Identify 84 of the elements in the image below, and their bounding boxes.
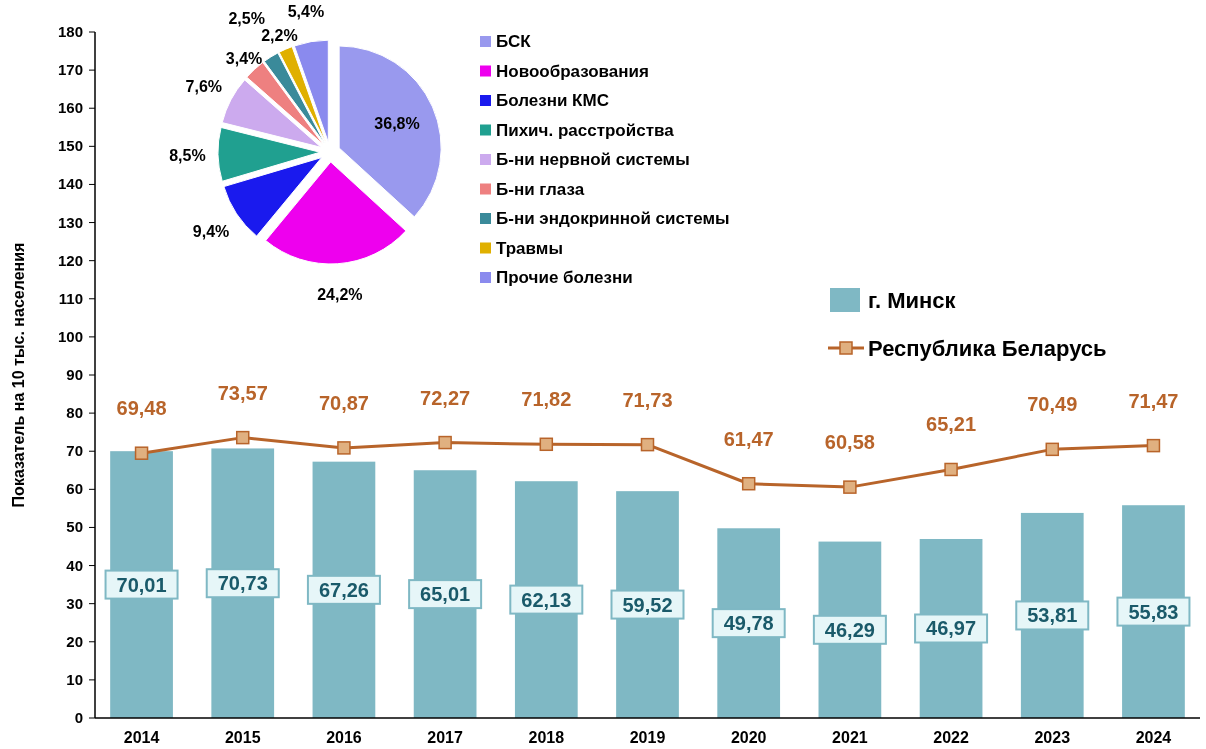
data-label: 55,83 bbox=[1128, 600, 1179, 623]
point bbox=[539, 437, 554, 452]
legend-label: Болезни КМС bbox=[496, 91, 609, 110]
data-label: 5,4% bbox=[287, 3, 325, 21]
data-label: 61,47 bbox=[723, 427, 774, 450]
y-axis-title: Показатель на 10 тыс. населения bbox=[10, 242, 27, 508]
y-tick-label: 0 bbox=[74, 709, 83, 726]
data-label: 7,6% bbox=[185, 77, 222, 95]
data-label: 2,2% bbox=[261, 27, 298, 45]
x-tick-label: 2016 bbox=[326, 729, 362, 746]
y-tick-label: 130 bbox=[57, 213, 83, 231]
y-tick-label: 40 bbox=[66, 556, 83, 574]
data-label: 70,87 bbox=[318, 391, 369, 414]
data-label: 49,78 bbox=[723, 612, 774, 635]
legend-label: Б-ни эндокринной системы bbox=[496, 209, 730, 228]
data-label: 72,27 bbox=[420, 386, 471, 409]
point bbox=[438, 435, 452, 450]
y-tick-label: 60 bbox=[66, 480, 83, 498]
point bbox=[134, 446, 149, 460]
data-label: 60,58 bbox=[824, 431, 875, 454]
y-tick-label: 120 bbox=[57, 251, 83, 269]
y-tick-label: 100 bbox=[57, 327, 83, 345]
x-tick-label: 2021 bbox=[832, 729, 868, 746]
data-label: 67,26 bbox=[318, 578, 369, 601]
data-label: 69,48 bbox=[116, 397, 167, 420]
point bbox=[640, 437, 655, 452]
legend-label: БСК bbox=[496, 32, 532, 51]
x-tick-label: 2023 bbox=[1034, 729, 1071, 746]
data-label: 73,57 bbox=[217, 381, 268, 404]
data-label: 71,73 bbox=[622, 388, 673, 411]
data-label: 53,81 bbox=[1027, 604, 1078, 627]
point bbox=[235, 430, 250, 445]
y-tick-label: 70 bbox=[66, 442, 83, 460]
point bbox=[1146, 438, 1161, 453]
y-tick-label: 160 bbox=[57, 99, 83, 117]
data-label: 65,21 bbox=[926, 413, 977, 436]
legend-label: г. Минск bbox=[868, 288, 957, 313]
data-label: 59,52 bbox=[622, 593, 673, 616]
x-tick-label: 2017 bbox=[427, 729, 464, 746]
data-label: 70,49 bbox=[1027, 393, 1078, 416]
point bbox=[843, 480, 857, 494]
data-label: 46,97 bbox=[926, 617, 977, 640]
legend-label: Травмы bbox=[496, 238, 563, 258]
legend-label: Республика Беларусь bbox=[868, 336, 1107, 361]
data-label: 8,5% bbox=[169, 147, 206, 165]
x-tick-label: 2024 bbox=[1135, 729, 1172, 746]
y-tick-label: 180 bbox=[57, 23, 83, 40]
legend-label: Б-ни нервной системы bbox=[496, 150, 690, 169]
y-tick-label: 10 bbox=[66, 670, 83, 688]
y-tick-label: 170 bbox=[57, 61, 83, 79]
x-tick-label: 2022 bbox=[933, 729, 969, 746]
data-label: 70,73 bbox=[217, 572, 268, 595]
data-label: 70,01 bbox=[116, 573, 167, 596]
point bbox=[944, 462, 958, 477]
x-tick-label: 2014 bbox=[123, 729, 160, 746]
point bbox=[337, 441, 351, 455]
legend-label: Пихич. расстройства bbox=[496, 120, 675, 140]
legend-label: Б-ни глаза bbox=[496, 179, 585, 199]
y-tick-label: 20 bbox=[66, 632, 83, 650]
data-label: 24,2% bbox=[317, 286, 363, 304]
y-tick-label: 110 bbox=[58, 289, 83, 307]
y-tick-label: 150 bbox=[57, 137, 83, 155]
data-label: 3,4% bbox=[225, 50, 263, 68]
y-tick-label: 80 bbox=[66, 404, 83, 422]
y-tick-label: 90 bbox=[66, 366, 83, 383]
x-tick-label: 2019 bbox=[629, 729, 666, 746]
legend-label: Прочие болезни bbox=[496, 268, 633, 287]
point bbox=[1045, 442, 1060, 457]
data-label: 46,29 bbox=[824, 618, 875, 641]
data-label: 65,01 bbox=[420, 583, 471, 606]
x-tick-label: 2015 bbox=[224, 729, 261, 746]
data-label: 36,8% bbox=[374, 114, 420, 132]
x-tick-label: 2018 bbox=[528, 729, 565, 746]
data-label: 9,4% bbox=[192, 222, 230, 240]
legend-label: Новообразования bbox=[496, 61, 649, 81]
data-label: 71,47 bbox=[1128, 389, 1179, 412]
y-tick-label: 30 bbox=[66, 594, 83, 612]
data-label: 2,5% bbox=[228, 9, 265, 27]
data-label: 62,13 bbox=[521, 588, 572, 611]
x-tick-label: 2020 bbox=[730, 729, 767, 746]
data-label: 71,82 bbox=[521, 388, 572, 411]
y-tick-label: 140 bbox=[57, 175, 83, 193]
y-tick-label: 50 bbox=[66, 518, 83, 536]
point bbox=[741, 476, 756, 491]
